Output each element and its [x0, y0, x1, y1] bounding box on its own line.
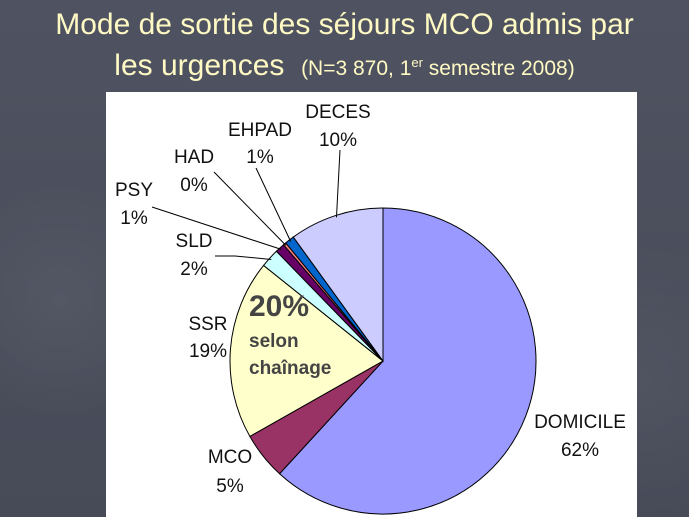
title-subtitle: (N=3 870, 1er semestre 2008)	[301, 55, 575, 80]
label-psy: PSY	[115, 180, 153, 201]
value-mco: 5%	[216, 476, 244, 497]
leader-line-had	[213, 171, 287, 246]
value-deces: 10%	[319, 130, 357, 151]
value-ehpad: 1%	[246, 147, 274, 168]
value-ssr: 19%	[189, 341, 227, 362]
label-deces: DECES	[305, 102, 370, 123]
pie-slice-deces	[292, 207, 384, 363]
value-sld: 2%	[180, 259, 208, 280]
subtitle-start: (N=3 870, 1	[301, 57, 412, 80]
leader-line-psy	[151, 206, 282, 250]
label-mco: MCO	[208, 447, 252, 468]
leader-line-ehpad	[255, 167, 292, 242]
title-main-text: les urgences	[114, 49, 285, 82]
value-had: 0%	[180, 175, 208, 196]
annotation-value: 20%	[249, 290, 309, 323]
label-ssr: SSR	[188, 314, 227, 335]
subtitle-end: semestre 2008)	[422, 57, 575, 80]
leader-lines	[151, 149, 341, 260]
label-ehpad: EHPAD	[228, 120, 292, 141]
leader-line-deces	[335, 149, 341, 218]
subtitle-superscript: er	[411, 55, 423, 70]
slide-title: Mode de sortie des séjours MCO admis par…	[0, 6, 689, 88]
value-psy: 1%	[120, 208, 148, 229]
annotation-line-1: selon	[249, 331, 299, 352]
label-domicile: DOMICILE	[534, 412, 626, 433]
pie-slice-ssr	[229, 264, 384, 438]
pie-slice-domicile	[278, 207, 537, 515]
label-sld: SLD	[176, 231, 213, 252]
label-had: HAD	[174, 147, 214, 168]
leader-line-sld	[215, 255, 272, 260]
annotation-line-2: chaînage	[249, 358, 331, 379]
pie-slices	[229, 207, 537, 515]
title-line-1: Mode de sortie des séjours MCO admis par	[55, 8, 634, 41]
title-line-2: les urgences (N=3 870, 1er semestre 2008…	[0, 44, 689, 88]
value-domicile: 62%	[561, 440, 599, 461]
